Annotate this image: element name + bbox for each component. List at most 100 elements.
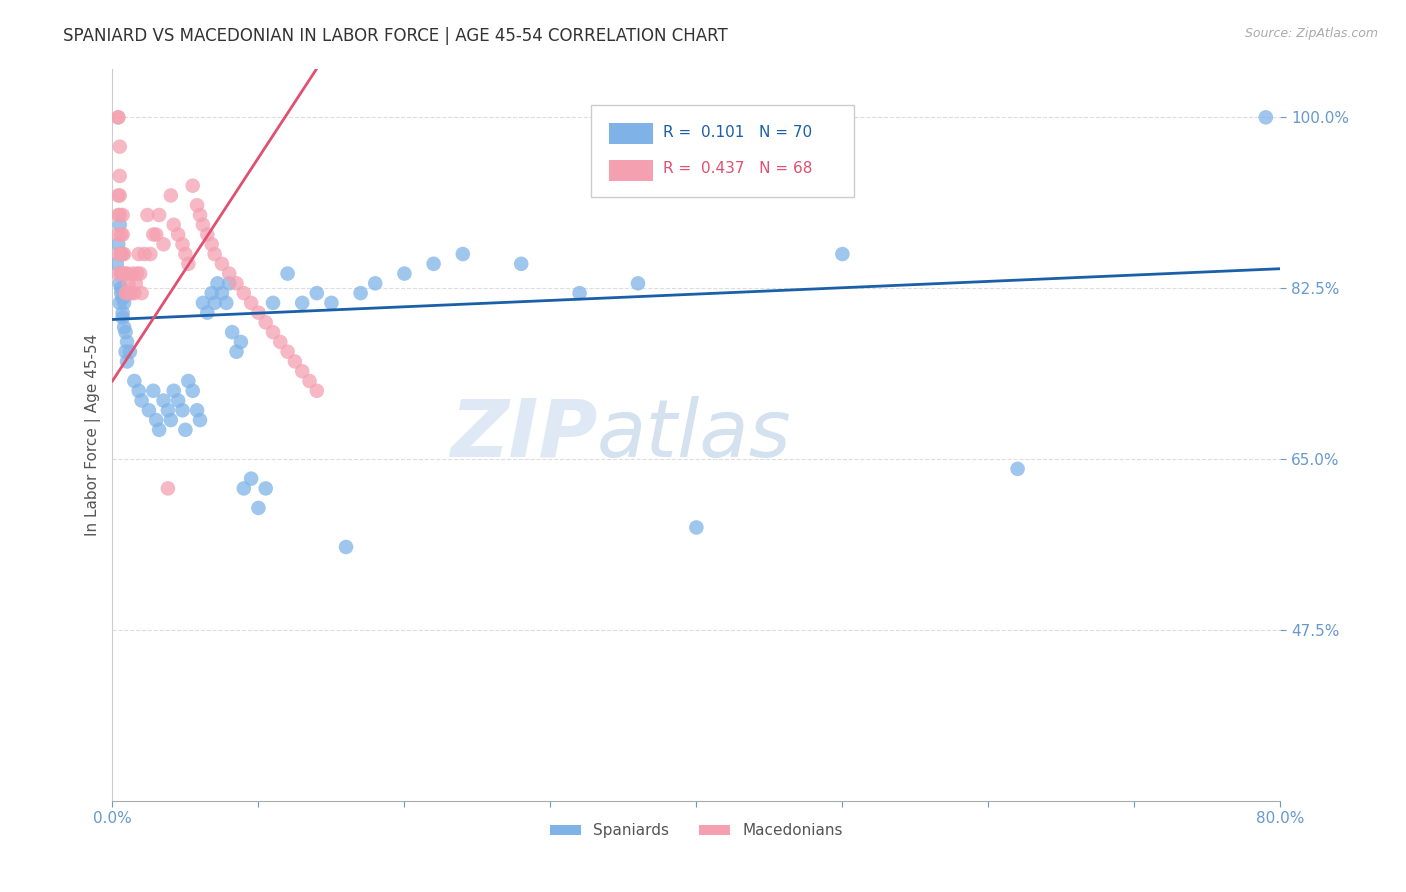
- Legend: Spaniards, Macedonians: Spaniards, Macedonians: [544, 817, 849, 845]
- Macedonians: [177, 257, 200, 271]
- Macedonians: [136, 208, 159, 222]
- Macedonians: [305, 384, 328, 398]
- Macedonians: [127, 267, 149, 281]
- Macedonians: [120, 286, 142, 301]
- Spaniards: [247, 500, 270, 515]
- Macedonians: [298, 374, 321, 388]
- Macedonians: [110, 247, 132, 261]
- Macedonians: [110, 267, 132, 281]
- Macedonians: [201, 237, 224, 252]
- Spaniards: [156, 403, 179, 417]
- Spaniards: [110, 267, 132, 281]
- Spaniards: [163, 384, 186, 398]
- Macedonians: [232, 286, 254, 301]
- Macedonians: [172, 237, 194, 252]
- Spaniards: [321, 296, 343, 310]
- Macedonians: [159, 188, 181, 202]
- Spaniards: [111, 305, 134, 319]
- Macedonians: [218, 267, 240, 281]
- Spaniards: [110, 281, 132, 295]
- Spaniards: [108, 218, 131, 232]
- Macedonians: [114, 286, 136, 301]
- Macedonians: [110, 227, 132, 242]
- Spaniards: [152, 393, 174, 408]
- Spaniards: [110, 247, 132, 261]
- Macedonians: [129, 267, 152, 281]
- Spaniards: [277, 267, 299, 281]
- Macedonians: [131, 286, 153, 301]
- Macedonians: [114, 267, 136, 281]
- Macedonians: [262, 325, 284, 339]
- Spaniards: [110, 286, 132, 301]
- Macedonians: [181, 178, 204, 193]
- Macedonians: [254, 315, 277, 329]
- Macedonians: [112, 247, 135, 261]
- Macedonians: [145, 227, 167, 242]
- Macedonians: [247, 305, 270, 319]
- Macedonians: [107, 208, 129, 222]
- Spaniards: [1254, 111, 1277, 125]
- Spaniards: [191, 296, 214, 310]
- Macedonians: [107, 111, 129, 125]
- Spaniards: [1007, 462, 1029, 476]
- Macedonians: [195, 227, 218, 242]
- Macedonians: [156, 482, 179, 496]
- Macedonians: [152, 237, 174, 252]
- Spaniards: [225, 344, 247, 359]
- Macedonians: [277, 344, 299, 359]
- Macedonians: [108, 169, 131, 183]
- Spaniards: [111, 310, 134, 325]
- Spaniards: [207, 277, 229, 291]
- Spaniards: [114, 344, 136, 359]
- Macedonians: [107, 227, 129, 242]
- Spaniards: [159, 413, 181, 427]
- Macedonians: [107, 111, 129, 125]
- Spaniards: [181, 384, 204, 398]
- Spaniards: [112, 320, 135, 334]
- Spaniards: [105, 257, 128, 271]
- Macedonians: [174, 247, 197, 261]
- Spaniards: [221, 325, 243, 339]
- Macedonians: [134, 247, 156, 261]
- Spaniards: [240, 472, 263, 486]
- Spaniards: [262, 296, 284, 310]
- Spaniards: [291, 296, 314, 310]
- Macedonians: [204, 247, 226, 261]
- Macedonians: [107, 267, 129, 281]
- Spaniards: [148, 423, 170, 437]
- Spaniards: [115, 354, 138, 368]
- Text: Source: ZipAtlas.com: Source: ZipAtlas.com: [1244, 27, 1378, 40]
- Spaniards: [229, 334, 252, 349]
- Spaniards: [145, 413, 167, 427]
- Text: ZIP: ZIP: [450, 396, 598, 474]
- FancyBboxPatch shape: [592, 105, 853, 196]
- Spaniards: [204, 296, 226, 310]
- Spaniards: [232, 482, 254, 496]
- Text: R =  0.101   N = 70: R = 0.101 N = 70: [662, 125, 811, 140]
- Spaniards: [128, 384, 150, 398]
- Spaniards: [131, 393, 153, 408]
- FancyBboxPatch shape: [609, 123, 654, 144]
- Macedonians: [118, 286, 141, 301]
- Spaniards: [107, 237, 129, 252]
- Macedonians: [186, 198, 208, 212]
- Macedonians: [142, 227, 165, 242]
- Spaniards: [115, 334, 138, 349]
- Macedonians: [167, 227, 190, 242]
- Macedonians: [121, 267, 143, 281]
- Spaniards: [142, 384, 165, 398]
- Spaniards: [174, 423, 197, 437]
- Macedonians: [112, 267, 135, 281]
- Spaniards: [254, 482, 277, 496]
- Macedonians: [111, 247, 134, 261]
- Spaniards: [568, 286, 591, 301]
- Macedonians: [108, 139, 131, 153]
- Macedonians: [148, 208, 170, 222]
- Text: atlas: atlas: [598, 396, 792, 474]
- Spaniards: [172, 403, 194, 417]
- Macedonians: [269, 334, 291, 349]
- Spaniards: [422, 257, 444, 271]
- Macedonians: [108, 208, 131, 222]
- Spaniards: [108, 296, 131, 310]
- Spaniards: [218, 277, 240, 291]
